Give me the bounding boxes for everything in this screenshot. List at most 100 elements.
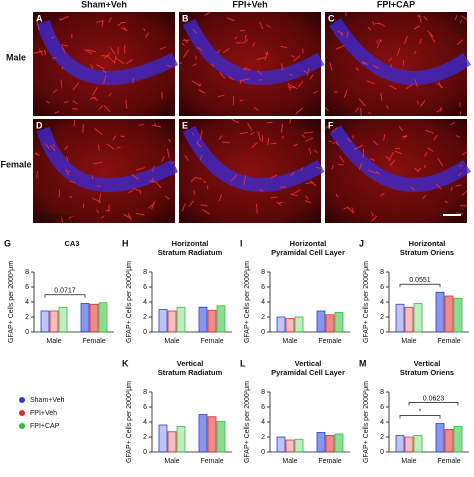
astrocyte [255, 203, 258, 214]
astrocyte [65, 168, 70, 176]
astrocyte [390, 63, 393, 68]
micrograph [325, 119, 467, 223]
astrocyte [92, 96, 99, 101]
astrocyte [410, 186, 415, 191]
astrocyte [61, 216, 63, 224]
astrocyte [456, 39, 464, 46]
panel-letter: M [359, 358, 367, 368]
astrocyte [450, 121, 456, 126]
chart-title: Vertical [177, 359, 204, 368]
astrocyte [457, 172, 462, 177]
astrocyte [242, 39, 249, 44]
bar [413, 435, 423, 453]
astrocyte [308, 147, 312, 155]
astrocyte [125, 59, 133, 65]
astrocyte [242, 68, 251, 71]
astrocyte [128, 189, 134, 194]
column-header: FPI+Veh [232, 0, 267, 9]
x-tick-label: Female [200, 338, 223, 345]
astrocyte [455, 135, 460, 138]
significance-label: 0.0551 [409, 277, 431, 284]
y-tick-label: 4 [25, 299, 29, 306]
astrocyte [192, 28, 197, 34]
chart-title: Stratum Oriens [400, 368, 454, 377]
astrocyte [289, 73, 293, 76]
bar [276, 316, 286, 333]
astrocyte [435, 183, 442, 190]
significance-bracket [399, 283, 441, 288]
astrocyte [46, 100, 50, 104]
astrocyte [217, 49, 221, 54]
astrocyte [291, 189, 301, 195]
astrocyte [289, 118, 292, 124]
y-tick-label: 6 [143, 404, 147, 411]
astrocyte [95, 20, 103, 23]
x-tick-label: Male [46, 338, 61, 345]
astrocyte [339, 155, 345, 163]
astrocyte [98, 105, 104, 111]
astrocyte [116, 146, 121, 149]
astrocyte [328, 140, 333, 143]
legend-swatch [19, 423, 25, 429]
bar [453, 426, 463, 453]
bar [435, 423, 445, 453]
x-tick-label: Male [164, 338, 179, 345]
astrocyte [252, 42, 256, 47]
astrocyte [148, 180, 157, 183]
astrocyte [103, 52, 111, 59]
chart-title: Horizontal [409, 239, 446, 248]
astrocyte [218, 135, 223, 140]
astrocyte [132, 77, 135, 84]
bar [334, 312, 344, 333]
y-axis-label: GFAP+ Cells per 2000²μm [126, 381, 133, 463]
astrocyte [352, 135, 354, 139]
significance-label: * [419, 408, 422, 415]
astrocyte [313, 90, 318, 94]
astrocyte [226, 17, 235, 22]
astrocyte [266, 24, 271, 28]
astrocyte [362, 61, 369, 66]
chart-title: Pyramidal Cell Layer [271, 368, 345, 377]
astrocyte [372, 21, 375, 26]
astrocyte [324, 107, 329, 112]
bar [89, 303, 99, 333]
astrocyte [290, 193, 298, 197]
astrocyte [91, 87, 98, 96]
x-tick-label: Female [318, 338, 341, 345]
bar [207, 416, 217, 453]
panel-letter: G [4, 238, 11, 248]
astrocyte [388, 57, 393, 62]
y-tick-label: 0 [143, 449, 147, 456]
astrocyte [83, 48, 93, 55]
astrocyte [403, 134, 408, 139]
y-axis-label: GFAP+ Cells per 2000²μm [126, 261, 133, 343]
astrocyte [353, 144, 364, 150]
y-axis-label: GFAP+ Cells per 2000²μm [363, 381, 370, 463]
astrocyte [433, 134, 438, 141]
astrocyte [270, 174, 278, 179]
astrocyte [288, 84, 298, 90]
astrocyte [161, 155, 165, 162]
astrocyte [358, 98, 366, 107]
astrocyte [102, 69, 107, 74]
astrocyte [423, 16, 428, 21]
significance-label: 0.0717 [54, 288, 76, 295]
astrocyte [388, 151, 394, 162]
astrocyte [92, 197, 102, 203]
significance-bracket [44, 294, 86, 298]
astrocyte [450, 186, 453, 191]
astrocyte [461, 190, 468, 196]
astrocyte [306, 67, 310, 76]
chart-title: Stratum Oriens [400, 248, 454, 257]
astrocyte [61, 45, 66, 54]
y-tick-label: 0 [143, 329, 147, 336]
astrocyte [380, 192, 385, 197]
bar [167, 310, 177, 333]
astrocyte [389, 159, 396, 166]
astrocyte [315, 166, 322, 169]
astrocyte [184, 155, 190, 161]
astrocyte [117, 23, 122, 27]
bar [285, 439, 295, 453]
astrocyte [403, 36, 408, 45]
astrocyte [94, 128, 103, 135]
